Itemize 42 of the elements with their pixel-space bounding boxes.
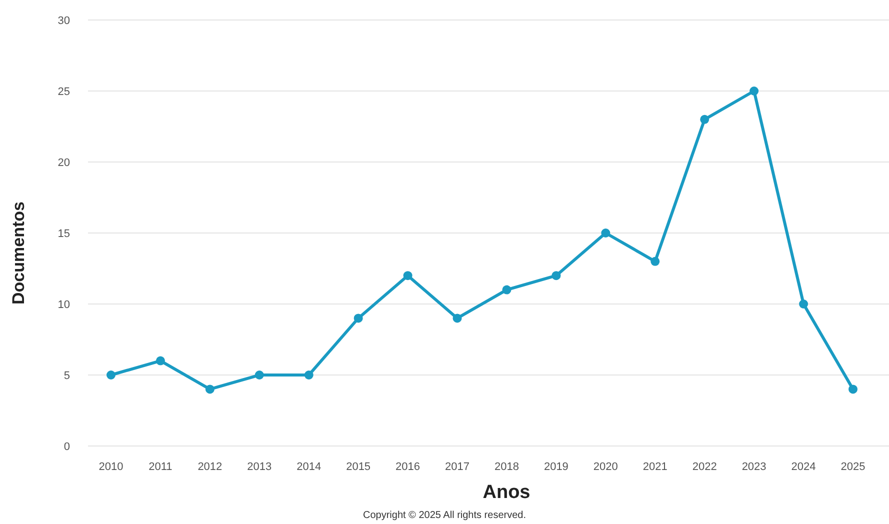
x-tick-label: 2017 <box>445 461 470 473</box>
x-tick-label: 2018 <box>494 461 519 473</box>
x-tick-label: 2014 <box>296 461 322 473</box>
point <box>552 271 561 280</box>
y-tick-label: 20 <box>58 156 70 169</box>
x-tick-label: 2011 <box>148 461 172 473</box>
x-tick-label: 2012 <box>198 461 222 473</box>
point <box>254 370 264 380</box>
point <box>601 228 610 238</box>
point <box>799 300 808 308</box>
point <box>848 384 858 394</box>
point <box>304 370 314 380</box>
point <box>403 271 412 280</box>
point <box>354 314 363 323</box>
y-axis-title: Documentos <box>9 202 28 304</box>
x-tick-label: 2013 <box>247 461 272 473</box>
x-tick-label: 2023 <box>742 461 766 473</box>
point <box>156 356 165 366</box>
point <box>452 314 462 323</box>
x-tick-label: 2025 <box>840 461 866 473</box>
x-tick-label: 2010 <box>98 461 124 473</box>
x-tick-label: 2015 <box>346 461 371 473</box>
y-tick-label: 30 <box>58 14 70 27</box>
point <box>205 384 214 394</box>
x-tick-label: 2019 <box>544 461 568 473</box>
x-tick-label: 2022 <box>692 461 717 473</box>
text: Copyright © 2025 All rights reserved. <box>362 510 526 521</box>
point <box>502 285 512 294</box>
x-tick-label: 2024 <box>791 461 816 473</box>
y-tick-label: 10 <box>58 298 70 311</box>
y-tick-label: 0 <box>64 440 70 453</box>
y-tick-label: 5 <box>64 370 70 382</box>
y-tick-label: 15 <box>58 228 70 240</box>
point <box>106 370 116 380</box>
point <box>700 114 710 124</box>
x-axis-title: Anos <box>482 482 530 503</box>
point <box>650 256 660 266</box>
y-tick-label: 25 <box>58 86 70 98</box>
point <box>750 86 759 96</box>
x-tick-label: 2016 <box>396 461 420 473</box>
x-tick-label: 2021 <box>642 461 668 473</box>
x-tick-label: 2020 <box>593 461 618 473</box>
